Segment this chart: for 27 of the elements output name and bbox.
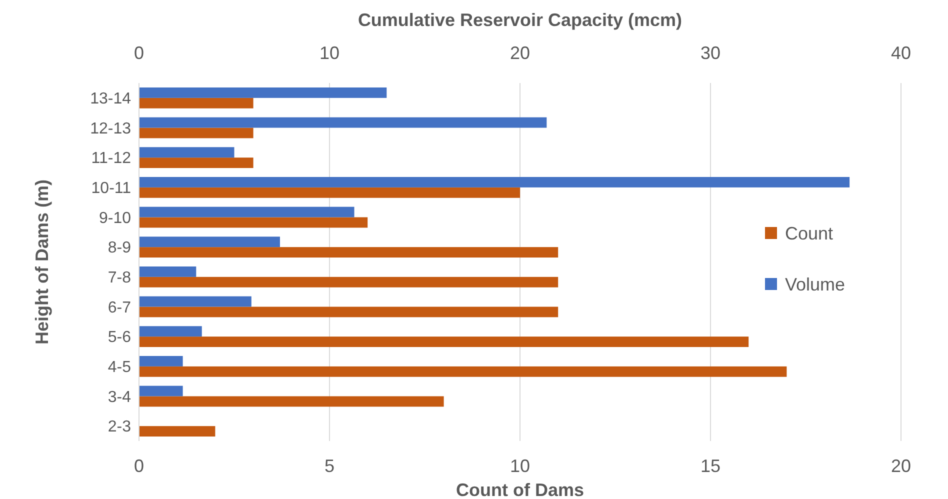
y-tick-label: 9-10	[98, 210, 132, 227]
y-tick-label: 3-4	[108, 388, 132, 406]
x-tick-label: 15	[700, 456, 721, 476]
x-tick-label: 20	[890, 456, 912, 476]
x2-tick-label: 20	[510, 43, 530, 63]
y-tick-label: 7-8	[108, 270, 132, 287]
y-tick-label: 12-13	[90, 120, 132, 138]
y-tick-label: 4-5	[108, 359, 132, 376]
x2-axis-title: Cumulative Reservoir Capacity (mcm)	[358, 10, 682, 30]
x-tick-label: 0	[134, 456, 144, 476]
x2-tick-label: 30	[700, 43, 721, 63]
y-tick-label: 8-9	[108, 240, 132, 257]
x2-tick-label: 10	[319, 43, 340, 63]
y-tick-label: 6-7	[108, 299, 132, 316]
legend-label: Volume	[785, 274, 846, 294]
y-tick-label: 2-3	[108, 418, 132, 436]
y-tick-label: 13-14	[90, 90, 132, 108]
legend-label: Count	[785, 223, 834, 244]
x2-tick-label: 40	[890, 43, 912, 63]
x-axis-title: Count of Dams	[456, 480, 584, 499]
y-axis-title: Height of Dams (m)	[32, 179, 52, 345]
x2-tick-label: 0	[134, 43, 144, 63]
y-tick-label: 10-11	[91, 180, 132, 198]
y-tick-label: 5-6	[108, 329, 132, 346]
x-tick-label: 10	[510, 456, 530, 476]
y-tick-label: 11-12	[91, 150, 132, 168]
x-tick-label: 5	[324, 456, 335, 476]
